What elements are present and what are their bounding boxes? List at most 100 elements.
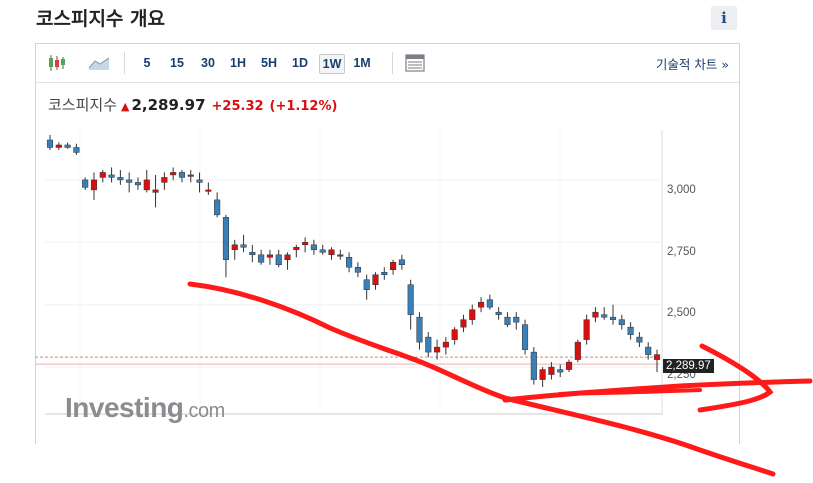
candle-body <box>134 182 142 186</box>
candle-body <box>205 189 212 192</box>
candle-body <box>539 369 546 380</box>
candle-body <box>354 267 361 273</box>
candle-body <box>381 271 388 275</box>
candle-body <box>82 179 89 188</box>
candle-body <box>557 369 564 373</box>
candle-body <box>363 279 370 290</box>
candle-body <box>645 346 652 355</box>
candle-body <box>258 254 265 263</box>
candle-body <box>90 179 98 191</box>
interval-5[interactable]: 5 <box>143 56 151 70</box>
interval-15[interactable]: 15 <box>170 56 184 70</box>
candle-body <box>434 346 441 353</box>
chart-toolbar: 5 15 30 1H 5H 1D 1W 1M 기술적 차트 » <box>36 44 739 83</box>
candle-body <box>460 319 467 328</box>
candle-body <box>601 314 608 318</box>
up-arrow-icon: ▲ <box>121 100 130 113</box>
candle-body <box>407 284 414 315</box>
candle-body <box>99 172 106 178</box>
candle-body <box>583 319 590 340</box>
candle-body <box>495 311 502 315</box>
interval-1d[interactable]: 1D <box>292 56 308 70</box>
index-price: 2,289.97 <box>131 96 206 114</box>
candle-body <box>187 174 194 177</box>
logo-suffix: .com <box>183 400 225 422</box>
candle-body <box>530 351 537 380</box>
candle-body <box>486 299 493 308</box>
candle-body <box>592 311 599 318</box>
logo-main: Investing <box>65 392 184 423</box>
y-tick-label: 2,750 <box>667 246 696 258</box>
candle-body <box>653 354 661 360</box>
info-icon[interactable]: i <box>711 6 737 30</box>
candle-body <box>328 249 335 256</box>
candle-body <box>548 366 555 375</box>
toolbar-divider <box>392 52 393 74</box>
last-price-tag: 2,289.97 <box>663 359 714 373</box>
candle-body <box>240 244 247 248</box>
candle-body <box>574 341 581 360</box>
candle-body <box>73 147 80 153</box>
candle-body <box>346 257 353 268</box>
candle-body <box>46 139 54 148</box>
candle-body <box>275 254 282 266</box>
toolbar-divider <box>124 52 125 74</box>
area-chart-icon[interactable] <box>88 52 110 74</box>
candle-body <box>398 259 405 266</box>
candle-body <box>416 316 423 343</box>
candle-body <box>513 316 520 323</box>
index-name: 코스피지수 <box>48 96 118 114</box>
candle-body <box>126 179 133 183</box>
candlestick-chart-icon[interactable] <box>46 52 68 74</box>
candle-body <box>302 242 309 246</box>
candle-body <box>231 244 238 251</box>
candle-body <box>521 324 529 350</box>
candle-body <box>170 172 177 176</box>
candle-body <box>55 144 62 148</box>
y-tick-label: 2,500 <box>667 307 696 319</box>
candle-body <box>469 309 476 320</box>
interval-1h[interactable]: 1H <box>230 56 246 70</box>
candle-body <box>266 254 273 258</box>
price-change-percent: (+1.12%) <box>269 99 338 114</box>
candle-body <box>222 217 229 261</box>
price-change: +25.32 <box>211 99 264 114</box>
candle-body <box>214 199 221 216</box>
technical-chart-link[interactable]: 기술적 차트 » <box>655 57 729 72</box>
candle-body <box>618 319 625 325</box>
candle-body <box>425 336 432 353</box>
candle-body <box>627 326 634 335</box>
candle-body <box>609 316 617 320</box>
candle-body <box>310 244 317 251</box>
candle-body <box>284 254 291 261</box>
investing-logo: Investing.com <box>65 392 225 424</box>
y-tick-label: 3,000 <box>667 184 696 196</box>
candle-body <box>565 361 573 370</box>
candle-body <box>478 301 485 308</box>
candle-body <box>117 177 124 181</box>
candle-body <box>636 336 643 343</box>
interval-1w[interactable]: 1W <box>319 54 345 74</box>
candle-body <box>319 249 326 253</box>
page-title: 코스피지수 개요 <box>36 8 165 30</box>
candle-body <box>293 247 300 251</box>
candle-body <box>504 316 511 325</box>
table-icon[interactable] <box>404 52 426 74</box>
interval-1m[interactable]: 1M <box>353 56 371 70</box>
candle-body <box>442 341 449 348</box>
candle-body <box>196 179 203 183</box>
candle-body <box>143 179 150 191</box>
candle-body <box>451 329 458 340</box>
candle-body <box>108 174 115 178</box>
quote-line: 코스피지수 ▲ 2,289.97 +25.32 (+1.12%) <box>48 94 337 115</box>
candle-body <box>178 172 186 178</box>
candle-body <box>372 274 379 285</box>
candle-body <box>249 252 256 256</box>
interval-30[interactable]: 30 <box>201 56 215 70</box>
candle-body <box>161 177 168 183</box>
candle-body <box>152 189 159 193</box>
candle-body <box>64 144 71 148</box>
candle-body <box>337 254 344 257</box>
candle-body <box>390 262 397 271</box>
interval-5h[interactable]: 5H <box>261 56 277 70</box>
